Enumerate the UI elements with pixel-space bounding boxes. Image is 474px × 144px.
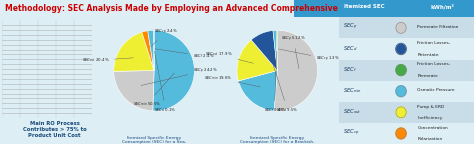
Text: Pump & ERD: Pump & ERD — [417, 105, 445, 109]
Wedge shape — [238, 71, 277, 111]
Wedge shape — [274, 30, 318, 111]
Bar — [339, 0, 474, 17]
Circle shape — [396, 86, 406, 97]
Text: $SEC_{out}$ 20.4%: $SEC_{out}$ 20.4% — [82, 57, 133, 64]
Text: Permeate: Permeate — [417, 74, 438, 78]
Text: Permeate Filtration: Permeate Filtration — [417, 25, 459, 29]
Bar — [339, 123, 474, 144]
Text: Friction Losses,: Friction Losses, — [417, 41, 450, 45]
Text: $SEC_{f}$ 2.4%: $SEC_{f}$ 2.4% — [155, 49, 215, 60]
Circle shape — [396, 22, 406, 33]
Bar — [339, 81, 474, 102]
Text: $SEC_{out}$ 17.9%: $SEC_{out}$ 17.9% — [205, 51, 254, 63]
Text: $SEC_{f}$ 0.4%: $SEC_{f}$ 0.4% — [264, 51, 285, 114]
Wedge shape — [276, 30, 277, 71]
Text: $SEC_{cp}$ 2.4%: $SEC_{cp}$ 2.4% — [151, 27, 178, 47]
Circle shape — [396, 107, 406, 118]
Bar — [339, 17, 474, 38]
Text: $SEC_{min}$ 19.6%: $SEC_{min}$ 19.6% — [204, 74, 260, 87]
Wedge shape — [153, 30, 194, 111]
Wedge shape — [237, 40, 277, 81]
Bar — [339, 38, 474, 59]
Text: $SEC_{d}$ 9.5%: $SEC_{d}$ 9.5% — [269, 53, 299, 114]
Text: kWh/m³: kWh/m³ — [431, 4, 455, 10]
Title: Itemized Specific Energy
Consumption (SEC) for a Brackish-
Water Desalination Pr: Itemized Specific Energy Consumption (SE… — [240, 136, 315, 144]
Wedge shape — [251, 31, 277, 71]
Text: $SEC_{min}$ 50.5%: $SEC_{min}$ 50.5% — [133, 73, 174, 108]
Text: Concentration: Concentration — [417, 126, 448, 130]
Circle shape — [396, 65, 406, 76]
Wedge shape — [142, 31, 154, 71]
Text: Osmotic Pressure: Osmotic Pressure — [417, 88, 455, 92]
Wedge shape — [273, 30, 277, 71]
Bar — [339, 102, 474, 123]
Text: $SEC_{f}$: $SEC_{f}$ — [343, 65, 357, 74]
Text: $SEC_{d}$ 0.1%: $SEC_{d}$ 0.1% — [155, 51, 177, 114]
Text: $SEC_{p}$ 51.2%: $SEC_{p}$ 51.2% — [281, 34, 306, 69]
Wedge shape — [114, 71, 154, 111]
Text: Main RO Process
Contributes > 75% to
Product Unit Cost: Main RO Process Contributes > 75% to Pro… — [23, 121, 86, 138]
Text: Methodology: SEC Analysis Made by Employing an Advanced Comprehensive Software T: Methodology: SEC Analysis Made by Employ… — [5, 4, 400, 13]
Circle shape — [396, 128, 406, 139]
Wedge shape — [148, 30, 154, 71]
Text: Friction Losses,: Friction Losses, — [417, 62, 450, 66]
Text: $SEC_{min}$: $SEC_{min}$ — [343, 86, 362, 95]
Text: $SEC_{p}$ 24.2%: $SEC_{p}$ 24.2% — [141, 66, 218, 86]
Text: Retentate: Retentate — [417, 53, 439, 57]
Text: Inefficiency: Inefficiency — [417, 116, 443, 120]
Text: $SEC_{cp}$: $SEC_{cp}$ — [343, 128, 359, 138]
Title: Itemized Specific Energy
Consumption (SEC) for a Sea-
Water Desalination Process: Itemized Specific Energy Consumption (SE… — [122, 136, 186, 144]
Text: Polarization: Polarization — [417, 137, 443, 141]
Text: $SEC_{out}$: $SEC_{out}$ — [343, 107, 362, 116]
Text: $SEC_{d}$: $SEC_{d}$ — [343, 44, 358, 53]
Text: $SEC_{cp}$ 1.3%: $SEC_{cp}$ 1.3% — [279, 49, 340, 63]
Circle shape — [396, 43, 406, 54]
Bar — [294, 0, 474, 17]
Text: $SEC_{p}$: $SEC_{p}$ — [343, 22, 357, 32]
Bar — [339, 59, 474, 81]
Text: Itemized SEC: Itemized SEC — [344, 4, 385, 9]
Wedge shape — [114, 32, 154, 71]
